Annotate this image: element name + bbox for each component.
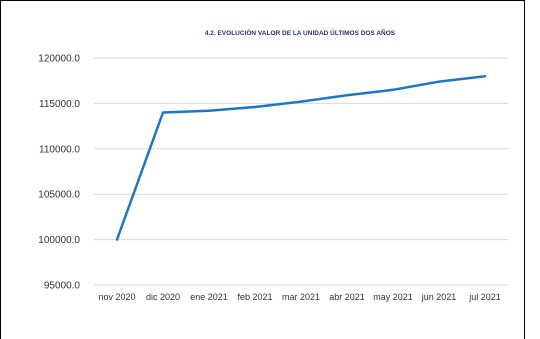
x-tick-label: nov 2020: [98, 292, 135, 302]
x-tick-label: jun 2021: [421, 292, 457, 302]
chart-title: 4.2. EVOLUCIÓN VALOR DE LA UNIDAD ÚLTIMO…: [205, 28, 396, 37]
x-tick-label: feb 2021: [237, 292, 272, 302]
y-tick-label: 120000.0: [38, 54, 80, 65]
data-point: [346, 94, 348, 96]
x-tick-label: mar 2021: [282, 292, 320, 302]
y-tick-label: 110000.0: [39, 144, 80, 155]
y-tick-label: 105000.0: [38, 190, 80, 201]
data-point: [162, 111, 164, 113]
data-point: [300, 101, 302, 103]
x-axis-tick-labels: nov 2020 dic 2020 ene 2021 feb 2021 mar 2021…: [98, 292, 500, 302]
x-tick-label: jul 2021: [468, 292, 501, 302]
data-point: [438, 81, 440, 83]
frame-left-border: [0, 0, 1, 339]
y-tick-label: 95000.0: [44, 281, 81, 292]
x-tick-label: may 2021: [373, 292, 413, 302]
data-point: [254, 106, 256, 108]
y-axis-tick-labels: 95000.0 100000.0 105000.0 110000.0 115000.0 1…: [38, 54, 80, 292]
x-tick-label: abr 2021: [329, 292, 365, 302]
frame-top-border: [0, 0, 525, 1]
data-point: [208, 110, 210, 112]
x-tick-label: ene 2021: [190, 292, 228, 302]
y-tick-label: 100000.0: [38, 235, 80, 246]
frame-right-border: [524, 0, 525, 339]
series-line: [115, 74, 487, 241]
data-point: [116, 239, 118, 241]
y-tick-label: 115000.0: [39, 99, 80, 110]
x-tick-label: dic 2020: [146, 292, 180, 302]
data-point: [392, 89, 394, 91]
gridlines: [94, 57, 508, 286]
data-point: [484, 75, 486, 77]
series-layer: [115, 74, 487, 241]
